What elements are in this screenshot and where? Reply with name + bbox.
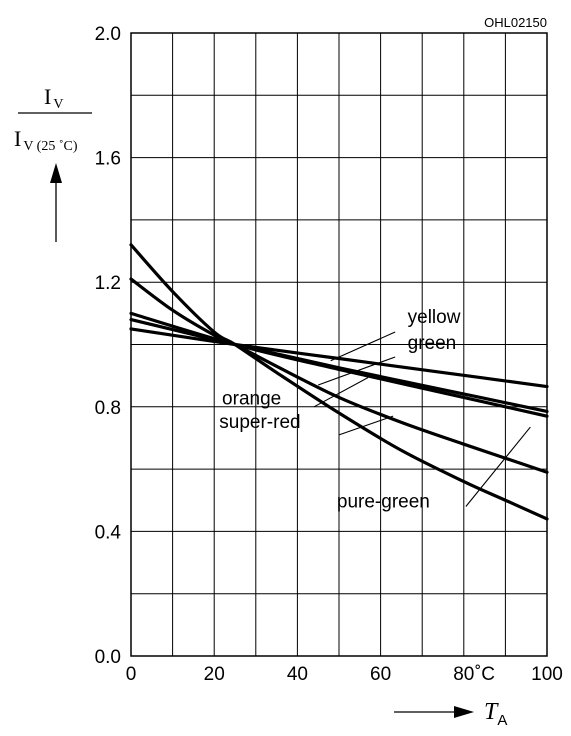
callout-leader-line	[313, 377, 369, 408]
x-axis-label: TA	[394, 699, 507, 729]
y-label-denominator: I	[14, 126, 21, 151]
y-label-numerator-sub: V	[53, 97, 63, 112]
series-line-yellow	[129, 327, 549, 389]
callout-leader-line	[318, 356, 396, 386]
x-tick-label: 80	[453, 664, 474, 685]
series-line-pure-green	[129, 243, 549, 521]
y-tick-label: 2.0	[95, 24, 121, 45]
x-axis-arrow-head	[454, 706, 474, 718]
plot-frame	[130, 32, 548, 657]
x-tick-label: 40	[287, 664, 308, 685]
callout-label: green	[408, 333, 457, 354]
x-label-subscript: A	[497, 712, 507, 729]
callout-label: orange	[222, 389, 281, 410]
y-tick-label: 1.2	[95, 273, 121, 294]
y-tick-label: 0.4	[95, 522, 122, 543]
callout-leader-line	[465, 426, 531, 507]
callout-label: yellow	[408, 307, 461, 328]
x-tick-labels: 0 20 40 60 80 100	[126, 664, 563, 685]
y-tick-label: 0.8	[95, 398, 121, 419]
y-tick-label: 1.6	[95, 149, 121, 170]
callout-leader-line	[330, 331, 396, 362]
x-tick-label: 100	[531, 664, 563, 685]
figure-code: OHL02150	[484, 15, 547, 30]
series-group	[129, 243, 549, 521]
x-tick-label: 60	[370, 664, 391, 685]
series-line-super-red	[129, 277, 549, 474]
y-label-denominator-sub: V (25 ˚C)	[23, 139, 78, 154]
callout-label: super-red	[219, 412, 300, 433]
x-tick-label: 0	[126, 664, 137, 685]
y-axis-arrow-head	[50, 163, 62, 183]
x-unit-label: ˚C	[475, 664, 495, 685]
y-tick-labels: 0.0 0.4 0.8 1.2 1.6 2.0	[95, 24, 122, 668]
series-line-orange	[129, 311, 549, 418]
svg-text:IV: IV	[44, 84, 63, 112]
grid	[131, 33, 547, 656]
y-tick-label: 0.0	[95, 647, 121, 668]
callout-leader-line	[338, 415, 394, 436]
x-label-symbol: T	[484, 699, 499, 725]
svg-text:IV (25 ˚C): IV (25 ˚C)	[14, 126, 78, 154]
callout-label: pure-green	[337, 491, 430, 512]
y-label-numerator: I	[44, 84, 51, 109]
x-tick-label: 20	[204, 664, 225, 685]
svg-text:TA: TA	[484, 699, 507, 729]
